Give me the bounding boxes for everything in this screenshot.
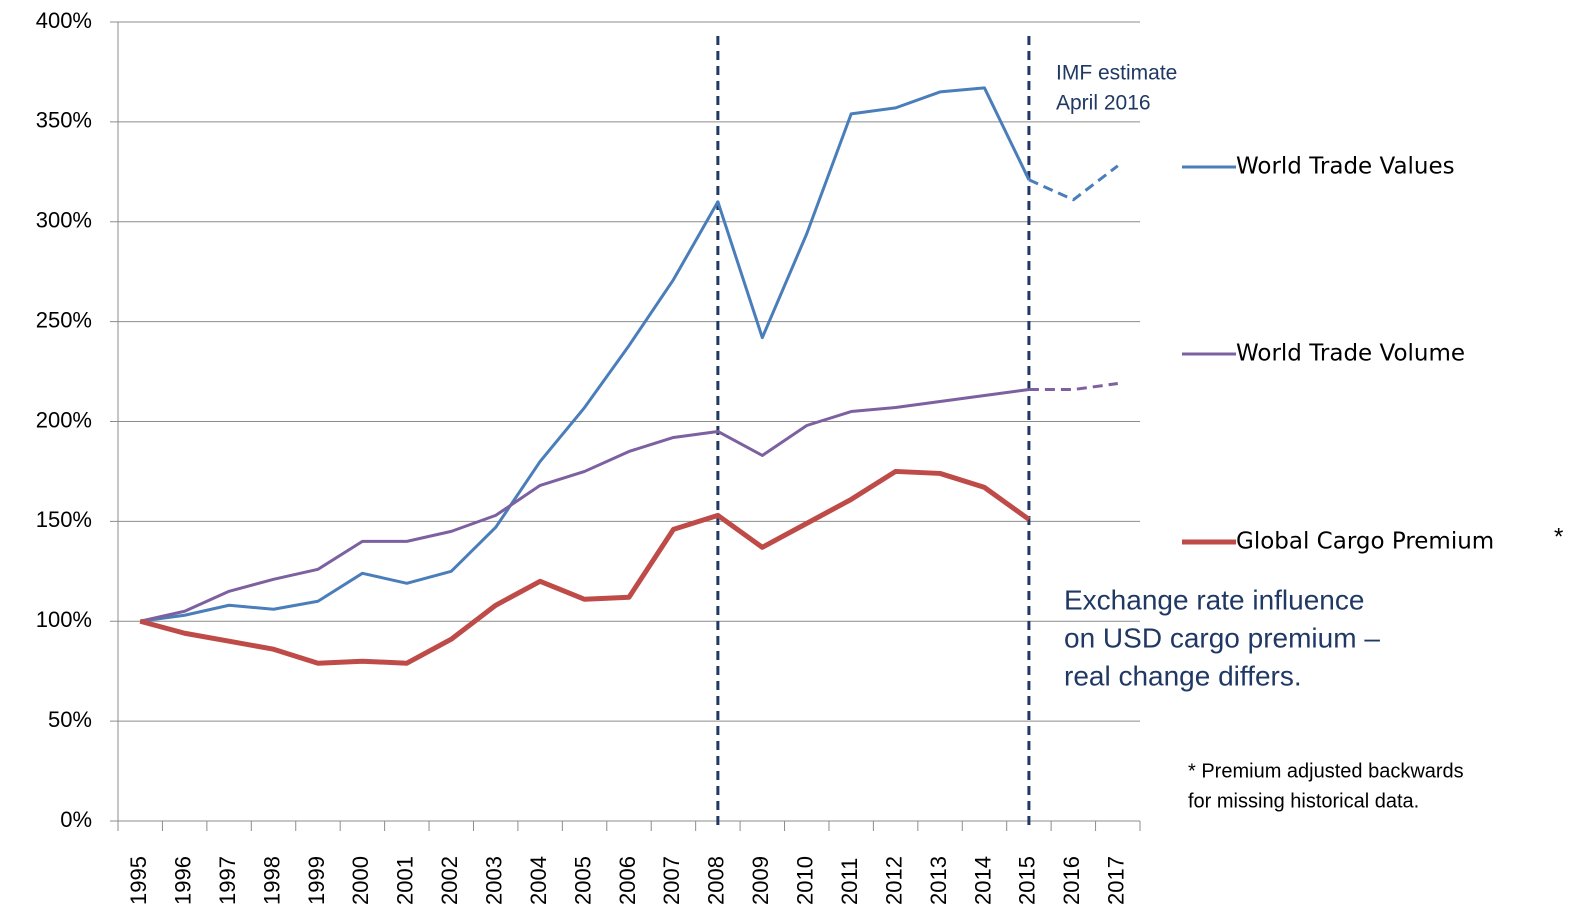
y-tick-label: 50% xyxy=(48,707,92,732)
annotation: real change differs. xyxy=(1064,660,1302,691)
annotation: on USD cargo premium – xyxy=(1064,622,1380,653)
footnote: for missing historical data. xyxy=(1188,790,1419,812)
x-tick-label: 1995 xyxy=(126,856,151,905)
x-tick-label: 2013 xyxy=(926,856,951,905)
annotation: April 2016 xyxy=(1056,92,1151,115)
x-tick-label: 2016 xyxy=(1059,856,1084,905)
series-line xyxy=(1028,382,1118,392)
y-tick-label: 100% xyxy=(36,607,92,632)
x-tick-label: 2011 xyxy=(837,858,862,905)
y-tick-label: 0% xyxy=(60,807,92,832)
legend-label: World Trade Values xyxy=(1236,154,1455,180)
series-line xyxy=(139,468,1031,666)
legend-label: Global Cargo Premium xyxy=(1236,529,1494,555)
x-tick-label: 2006 xyxy=(615,856,640,905)
x-tick-label: 1999 xyxy=(304,856,329,905)
annotation: IMF estimate xyxy=(1056,62,1177,85)
legend-label: World Trade Volume xyxy=(1236,341,1465,367)
x-tick-label: 2007 xyxy=(659,856,684,905)
y-tick-label: 400% xyxy=(36,8,92,33)
x-tick-label: 1997 xyxy=(215,856,240,905)
y-tick-label: 250% xyxy=(36,307,92,332)
legend-marker: * xyxy=(1554,523,1563,550)
x-tick-label: 2012 xyxy=(881,856,906,905)
footnote: * Premium adjusted backwards xyxy=(1188,760,1464,782)
y-tick-label: 300% xyxy=(36,208,92,233)
x-tick-label: 2008 xyxy=(704,856,729,905)
x-tick-label: 2010 xyxy=(793,856,818,905)
x-tick-label: 2017 xyxy=(1104,856,1129,905)
x-tick-label: 2015 xyxy=(1015,856,1040,905)
y-tick-label: 350% xyxy=(36,108,92,133)
annotation: Exchange rate influence xyxy=(1064,584,1364,615)
y-tick-label: 150% xyxy=(36,507,92,532)
x-tick-label: 2004 xyxy=(526,856,551,905)
series-line xyxy=(1028,164,1119,202)
x-tick-label: 2001 xyxy=(393,856,418,905)
x-tick-label: 2003 xyxy=(482,856,507,905)
x-tick-label: 2005 xyxy=(570,856,595,905)
x-tick-label: 1998 xyxy=(259,856,284,905)
y-tick-label: 200% xyxy=(36,407,92,432)
x-tick-label: 2009 xyxy=(748,856,773,905)
series-line xyxy=(139,388,1030,623)
series-line xyxy=(140,86,1031,623)
x-tick-label: 2002 xyxy=(437,856,462,905)
x-tick-label: 2014 xyxy=(970,856,995,905)
x-tick-label: 2000 xyxy=(348,856,373,905)
x-tick-label: 1996 xyxy=(170,856,195,905)
